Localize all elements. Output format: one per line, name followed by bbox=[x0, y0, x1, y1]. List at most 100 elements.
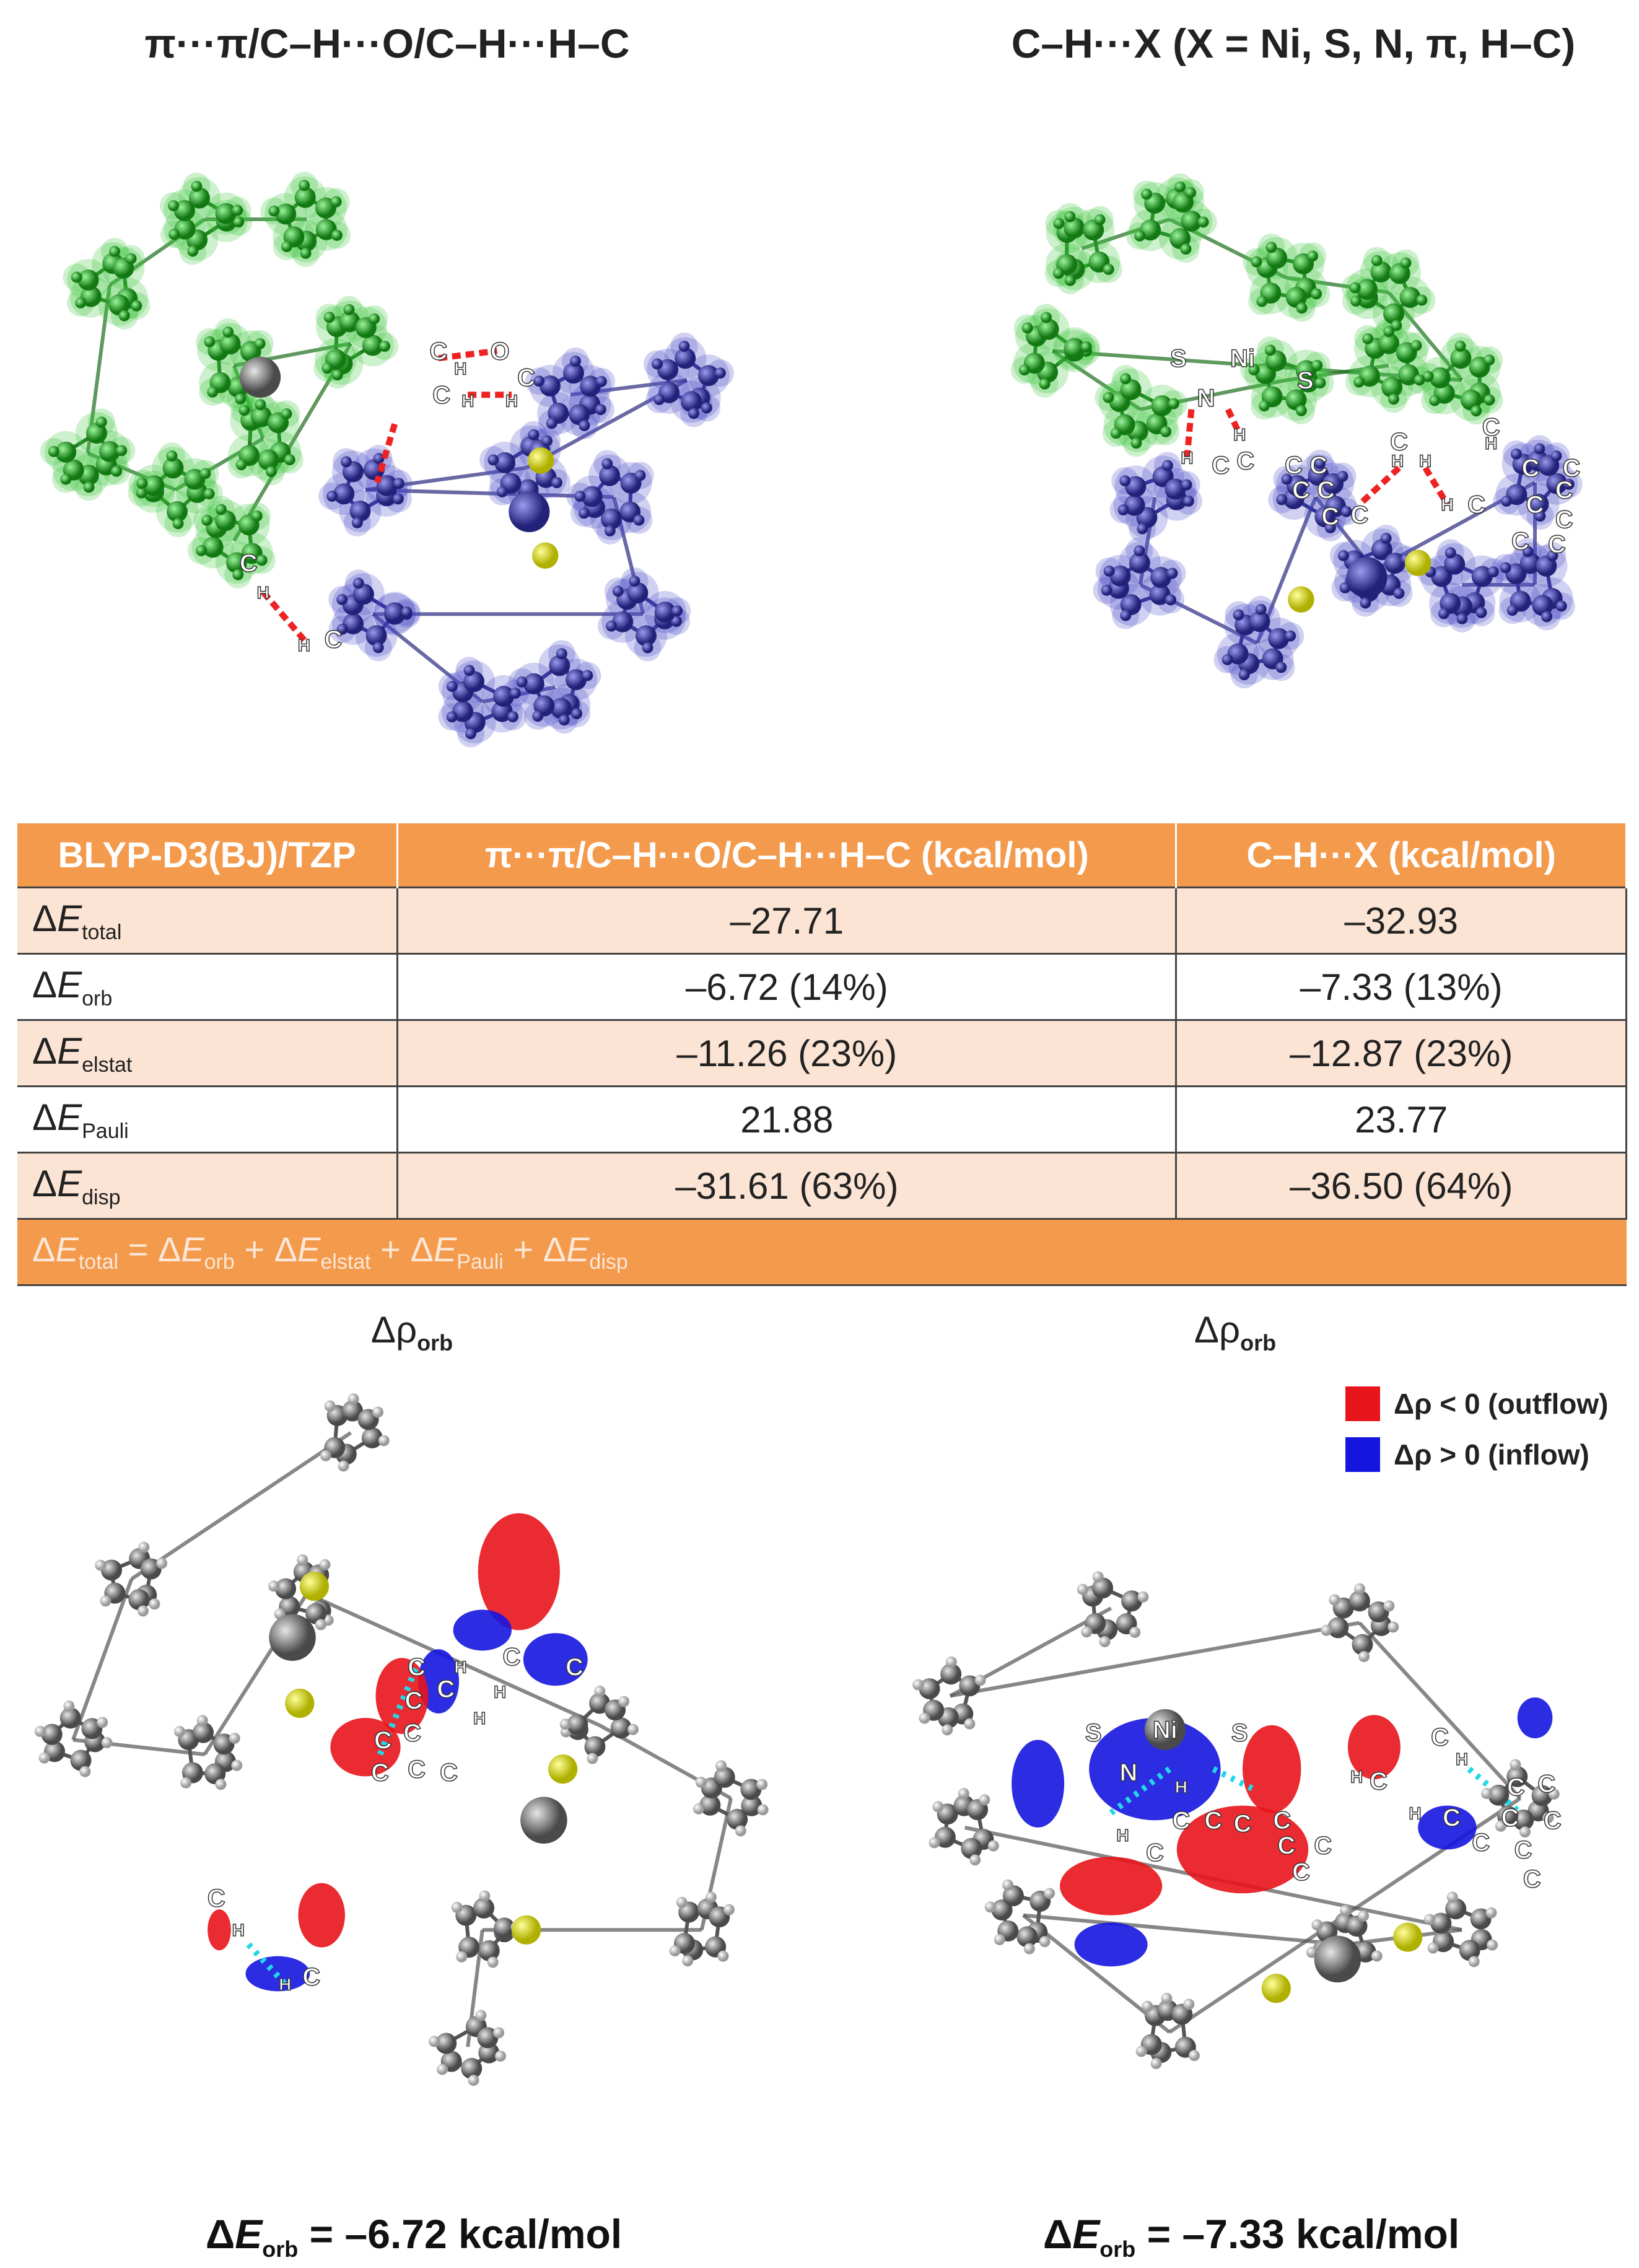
atom bbox=[571, 708, 583, 720]
atom-label: C bbox=[1537, 1771, 1555, 1798]
atom-label: C bbox=[1431, 1724, 1449, 1751]
molecules bbox=[34, 172, 1583, 2086]
atom bbox=[149, 1598, 160, 1610]
table-cell: 23.77 bbox=[1176, 1085, 1627, 1153]
atom bbox=[1181, 479, 1192, 491]
subscript: orb bbox=[1240, 1330, 1277, 1355]
atom bbox=[1384, 553, 1405, 574]
atom bbox=[343, 304, 355, 315]
atom-label: S bbox=[1085, 1720, 1102, 1747]
atom-label: H bbox=[454, 359, 466, 379]
atom bbox=[1165, 478, 1186, 500]
atom bbox=[128, 1589, 150, 1611]
atom-label: C bbox=[1514, 1836, 1532, 1863]
atom bbox=[195, 545, 207, 556]
atom bbox=[251, 510, 263, 522]
atom-label: H bbox=[1441, 495, 1453, 514]
atom bbox=[1430, 1912, 1452, 1934]
atom bbox=[363, 459, 385, 481]
subscript: orb bbox=[204, 1250, 235, 1274]
atom bbox=[1546, 473, 1568, 494]
atom bbox=[714, 367, 726, 379]
atom-label: S bbox=[1231, 1720, 1248, 1747]
atom bbox=[678, 340, 690, 352]
atom bbox=[321, 362, 333, 374]
atom bbox=[268, 1580, 280, 1592]
atom bbox=[612, 585, 624, 597]
atom-label: C bbox=[1507, 1774, 1525, 1801]
atom bbox=[1039, 378, 1051, 390]
atom bbox=[468, 2075, 479, 2086]
atom bbox=[275, 1578, 297, 1600]
atom bbox=[156, 1557, 168, 1569]
atom bbox=[191, 180, 203, 192]
atom bbox=[567, 1714, 588, 1735]
atom bbox=[477, 2027, 499, 2049]
atom bbox=[1501, 495, 1513, 507]
atom bbox=[1150, 567, 1172, 589]
bond bbox=[130, 1431, 352, 1581]
atom bbox=[373, 453, 385, 465]
atom bbox=[299, 180, 310, 191]
table-row: ΔEtotal –27.71 –32.93 bbox=[17, 887, 1627, 954]
atom bbox=[741, 1795, 763, 1816]
atom bbox=[1092, 1577, 1114, 1599]
atom bbox=[207, 386, 219, 398]
atom bbox=[1350, 295, 1361, 307]
atom bbox=[701, 402, 712, 414]
atom bbox=[79, 1766, 91, 1777]
subscript: orb bbox=[82, 986, 113, 1010]
atom-label: C bbox=[1234, 1810, 1252, 1837]
atom bbox=[1484, 394, 1495, 406]
atom bbox=[1510, 1759, 1521, 1771]
atom bbox=[494, 1917, 515, 1939]
atom bbox=[494, 2050, 506, 2062]
atom bbox=[1324, 522, 1336, 533]
atom bbox=[551, 477, 562, 489]
atom bbox=[256, 554, 268, 566]
atom bbox=[1161, 1992, 1173, 2004]
atom bbox=[520, 1797, 567, 1844]
atom bbox=[1522, 546, 1534, 558]
atom bbox=[1256, 296, 1268, 307]
atom bbox=[651, 358, 663, 370]
atom bbox=[618, 1696, 630, 1707]
atom bbox=[714, 1766, 735, 1788]
atom bbox=[1276, 494, 1288, 506]
atom bbox=[587, 1753, 598, 1764]
atom bbox=[1110, 427, 1122, 439]
atom bbox=[487, 1956, 499, 1968]
atom bbox=[919, 1712, 930, 1724]
atom-label: C bbox=[302, 1964, 320, 1991]
atom bbox=[77, 269, 99, 291]
atom bbox=[1137, 523, 1148, 535]
atom bbox=[1410, 339, 1422, 351]
atom bbox=[581, 486, 603, 507]
atom bbox=[757, 1804, 769, 1816]
atom-label: H bbox=[1391, 451, 1404, 470]
atom bbox=[199, 468, 211, 479]
atom bbox=[125, 253, 137, 265]
atom bbox=[1541, 611, 1553, 623]
atom-label: C bbox=[1472, 1829, 1490, 1857]
atom bbox=[601, 508, 623, 530]
atom bbox=[446, 711, 458, 723]
atom-label: C bbox=[374, 1727, 392, 1754]
atom bbox=[97, 1717, 108, 1728]
legend: Δρ < 0 (outflow) Δρ > 0 (inflow) bbox=[1345, 1386, 1608, 1472]
atom bbox=[1295, 405, 1307, 416]
delta: Δ bbox=[32, 1230, 56, 1269]
atom bbox=[516, 676, 528, 688]
atom bbox=[1456, 613, 1468, 624]
atom bbox=[1109, 565, 1131, 587]
atom bbox=[168, 200, 180, 212]
atom bbox=[1124, 494, 1145, 516]
table-row: ΔEelstat –11.26 (23%) –12.87 (23%) bbox=[17, 1019, 1627, 1087]
atom bbox=[541, 435, 553, 447]
operator: + bbox=[380, 1230, 401, 1269]
atom bbox=[204, 336, 216, 348]
atom-label: H bbox=[1175, 1777, 1187, 1797]
atom bbox=[548, 1754, 578, 1784]
atom bbox=[929, 1837, 940, 1849]
